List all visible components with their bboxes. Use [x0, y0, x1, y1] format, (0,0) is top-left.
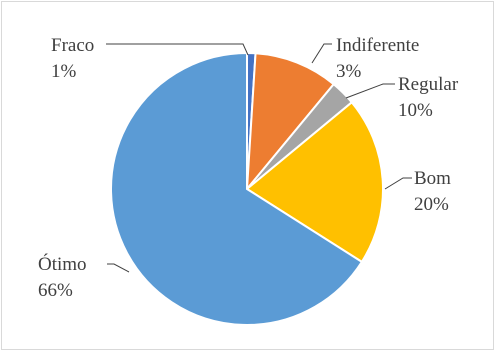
- slice-label-fraco: Fraco: [51, 35, 94, 56]
- slice-value-label-fraco: 1%: [51, 61, 77, 82]
- slice-value-label-indiferente: 3%: [336, 61, 362, 82]
- slice-label-regular: Regular: [398, 74, 459, 95]
- leader-line-ótimo: [107, 263, 130, 273]
- leader-line-fraco: [106, 43, 249, 56]
- chart-frame: Fraco 1% Indiferente 3% Regular 10% Bom 20% Ótim…: [1, 1, 494, 350]
- slice-label-bom: Bom: [414, 168, 451, 189]
- pie-slice-bom: [245, 100, 384, 264]
- leader-line-regular: [345, 83, 395, 99]
- pie-slice-ótimo: [110, 51, 364, 326]
- slice-label-ótimo: Ótimo: [38, 253, 87, 275]
- slice-label-indiferente: Indiferente: [336, 35, 419, 56]
- slice-value-label-ótimo: 66%: [38, 280, 73, 301]
- slice-value-label-regular: 10%: [398, 100, 433, 121]
- slice-value-label-bom: 20%: [414, 194, 449, 215]
- pie-slice-indiferente: [245, 52, 336, 193]
- leader-line-indiferente: [311, 43, 332, 64]
- leader-line-bom: [384, 177, 412, 190]
